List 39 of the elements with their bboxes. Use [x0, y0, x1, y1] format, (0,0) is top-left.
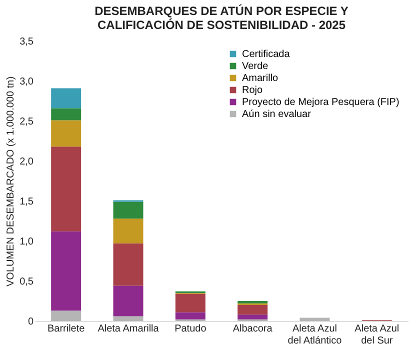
y-tick-label: 2,5	[20, 116, 34, 128]
bar	[51, 231, 82, 311]
bar	[175, 312, 206, 320]
legend-label: Rojo	[242, 85, 264, 96]
x-tick-label: Aleta Azul del Atlántico	[288, 324, 342, 346]
bar	[113, 243, 144, 286]
x-tick-label: Albacora	[232, 324, 273, 334]
y-tick-label: 1,5	[20, 196, 34, 208]
bar	[113, 202, 144, 219]
x-tick-label: Aleta Azul del Sur	[354, 324, 400, 346]
legend-label: Amarillo	[242, 73, 279, 84]
x-tick-label: Aleta Amarilla	[98, 324, 160, 334]
y-tick-label: 0,5	[20, 276, 34, 288]
bar	[51, 310, 82, 321]
bar	[300, 318, 330, 321]
bar	[175, 294, 206, 312]
y-tick-label: 3,5	[20, 36, 34, 48]
bar	[238, 305, 268, 315]
y-tick-label: 0	[28, 316, 34, 328]
x-tick-label: Patudo	[174, 324, 207, 334]
y-axis-title: VOLUMEN DESEMBARCADO (x 1.000.000 tn)	[6, 76, 17, 287]
bar	[113, 286, 144, 316]
y-tick-label: 1,0	[20, 236, 34, 248]
bar	[113, 316, 144, 321]
legend-label: Verde	[242, 61, 269, 72]
bar	[51, 146, 82, 232]
legend-label: Aún sin evaluar	[242, 109, 312, 120]
text: DESEMBARQUES DE ATÚN POR ESPECIE Y	[94, 4, 348, 18]
y-tick-label: 2,0	[20, 156, 34, 168]
y-tick-label: 3,0	[20, 76, 34, 88]
bar	[51, 108, 82, 120]
bar	[51, 88, 82, 108]
bar	[51, 120, 82, 147]
legend-label: Proyecto de Mejora Pesquera (FIP)	[242, 97, 400, 108]
text: CALIFICACIÓN DE SOSTENIBILIDAD - 2025	[97, 18, 346, 32]
x-tick-label: Barrilete	[47, 324, 86, 334]
legend-label: Certificada	[242, 49, 290, 60]
bar	[238, 314, 268, 320]
bar	[113, 218, 144, 244]
